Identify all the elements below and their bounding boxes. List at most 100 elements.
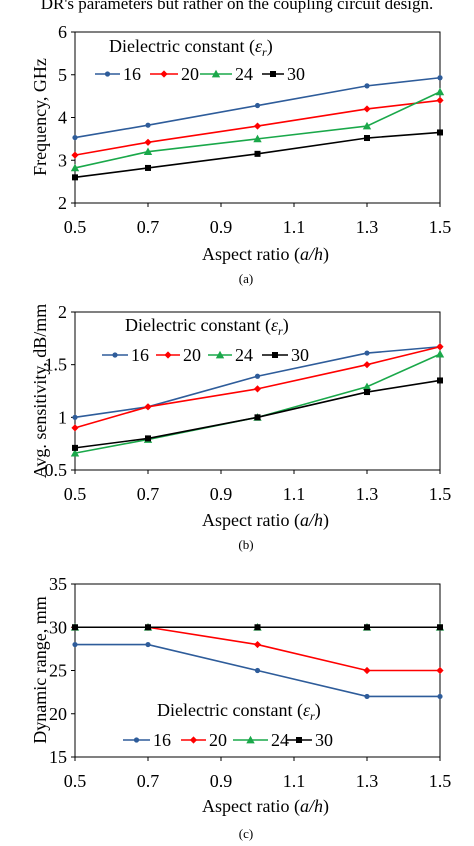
chart-panel-c: 15 20 25 30 35 0.5 0.7 0.9 1.1 1.3 1.5 Aspect ratio… [30, 574, 451, 841]
data-point [254, 414, 261, 421]
x-tick-label: 1.1 [283, 217, 306, 237]
y-tick-label: 25 [49, 661, 67, 681]
data-point [254, 667, 261, 674]
data-point [363, 105, 371, 113]
legend-marker [296, 737, 302, 743]
x-tick-label: 0.7 [137, 484, 160, 504]
legend-item-16: 16 [123, 730, 171, 750]
data-point [253, 385, 262, 393]
data-point [254, 624, 261, 631]
data-point [70, 448, 80, 457]
y-tick-label: 30 [49, 617, 67, 637]
legend-item-24: 24 [233, 730, 289, 750]
data-point [254, 102, 261, 109]
x-tick-label: 0.5 [64, 771, 87, 791]
legend-marker [211, 69, 221, 78]
legend-label: 16 [123, 64, 141, 84]
header-text: DR's parameters but rather on the coupli… [40, 0, 434, 13]
data-point [143, 147, 153, 156]
data-point [364, 693, 370, 700]
x-tick-label: 0.9 [210, 484, 233, 504]
data-point [362, 382, 372, 391]
series-20 [71, 623, 444, 675]
x-tick-label: 0.9 [210, 771, 233, 791]
data-point [435, 87, 445, 96]
panel-caption: (b) [238, 537, 253, 552]
data-point [364, 135, 370, 142]
legend-label: 20 [209, 730, 227, 750]
data-point [72, 174, 78, 181]
x-tick-label: 1.5 [429, 217, 452, 237]
y-tick-label: 1.5 [45, 355, 68, 375]
y-tick-label: 1 [58, 407, 67, 427]
series-line [74, 345, 441, 419]
legend-label: 20 [181, 64, 199, 84]
series-20 [71, 343, 444, 432]
data-point [364, 389, 370, 396]
y-tick-label: 15 [49, 747, 67, 767]
legend-label: 24 [235, 345, 253, 365]
data-point [145, 435, 151, 442]
x-axis-label: Aspect ratio (a/h) [202, 244, 329, 265]
legend-label: 20 [183, 345, 201, 365]
data-point [72, 641, 78, 648]
legend-item-24: 24 [200, 64, 253, 84]
x-tick-label: 1.1 [283, 771, 306, 791]
y-tick-label: 2 [58, 302, 67, 322]
data-point [72, 444, 78, 451]
data-point [437, 624, 443, 631]
data-point [145, 164, 151, 171]
data-point [145, 624, 151, 631]
x-tick-label: 1.3 [356, 771, 379, 791]
y-axis-label: Frequency, GHz [30, 58, 50, 176]
data-point [436, 666, 444, 675]
legend-marker [112, 352, 118, 358]
legend-item-16: 16 [95, 64, 141, 84]
legend-item-30: 30 [286, 730, 333, 750]
data-point [363, 666, 371, 675]
legend-marker [189, 736, 198, 744]
y-tick-label: 20 [49, 704, 67, 724]
data-point [363, 361, 371, 369]
x-tick-label: 1.3 [356, 217, 379, 237]
series-16 [72, 641, 443, 700]
legend-title: Dielectric constant (εr) [109, 36, 273, 59]
data-point [437, 129, 443, 136]
data-point [253, 122, 262, 130]
legend-label: 24 [235, 64, 253, 84]
chart-panel-a: 2 3 4 5 6 0.5 0.7 0.9 1.1 1.3 1.5 Aspect ratio (a/h… [30, 22, 451, 286]
data-point [145, 641, 151, 648]
legend-title: Dielectric constant (εr) [157, 700, 321, 723]
y-tick-label: 4 [58, 108, 67, 128]
x-tick-label: 0.5 [64, 217, 87, 237]
x-tick-label: 0.9 [210, 217, 233, 237]
data-point [145, 122, 151, 128]
data-point [364, 350, 370, 356]
data-point [144, 138, 152, 146]
legend-label: 16 [153, 730, 171, 750]
series-24 [70, 87, 445, 172]
series-line [75, 626, 440, 672]
series-16 [72, 75, 443, 141]
data-point [436, 96, 444, 104]
y-axis-label: Avg. sensitivity, dB/mm [30, 304, 50, 479]
legend-item-30: 30 [262, 64, 305, 84]
legend-item-20: 20 [150, 64, 199, 84]
legend-title: Dielectric constant (εr) [125, 315, 289, 338]
legend-marker [246, 735, 255, 744]
data-point [254, 373, 261, 379]
data-point [436, 343, 444, 351]
x-tick-label: 1.5 [429, 771, 452, 791]
data-point [71, 424, 79, 432]
legend-item-20: 20 [156, 345, 201, 365]
legend: Dielectric constant (εr) 16 20 24 30 [102, 315, 309, 365]
data-point [362, 121, 372, 130]
y-tick-label: 3 [58, 150, 67, 170]
x-tick-label: 1.3 [356, 484, 379, 504]
series-30 [72, 129, 443, 181]
chart-panel-b: 0.5 1 1.5 2 0.5 0.7 0.9 1.1 1.3 1.5 Aspect ratio (… [30, 302, 451, 552]
data-point [71, 151, 79, 159]
series-line [74, 353, 441, 454]
data-point [437, 693, 443, 700]
